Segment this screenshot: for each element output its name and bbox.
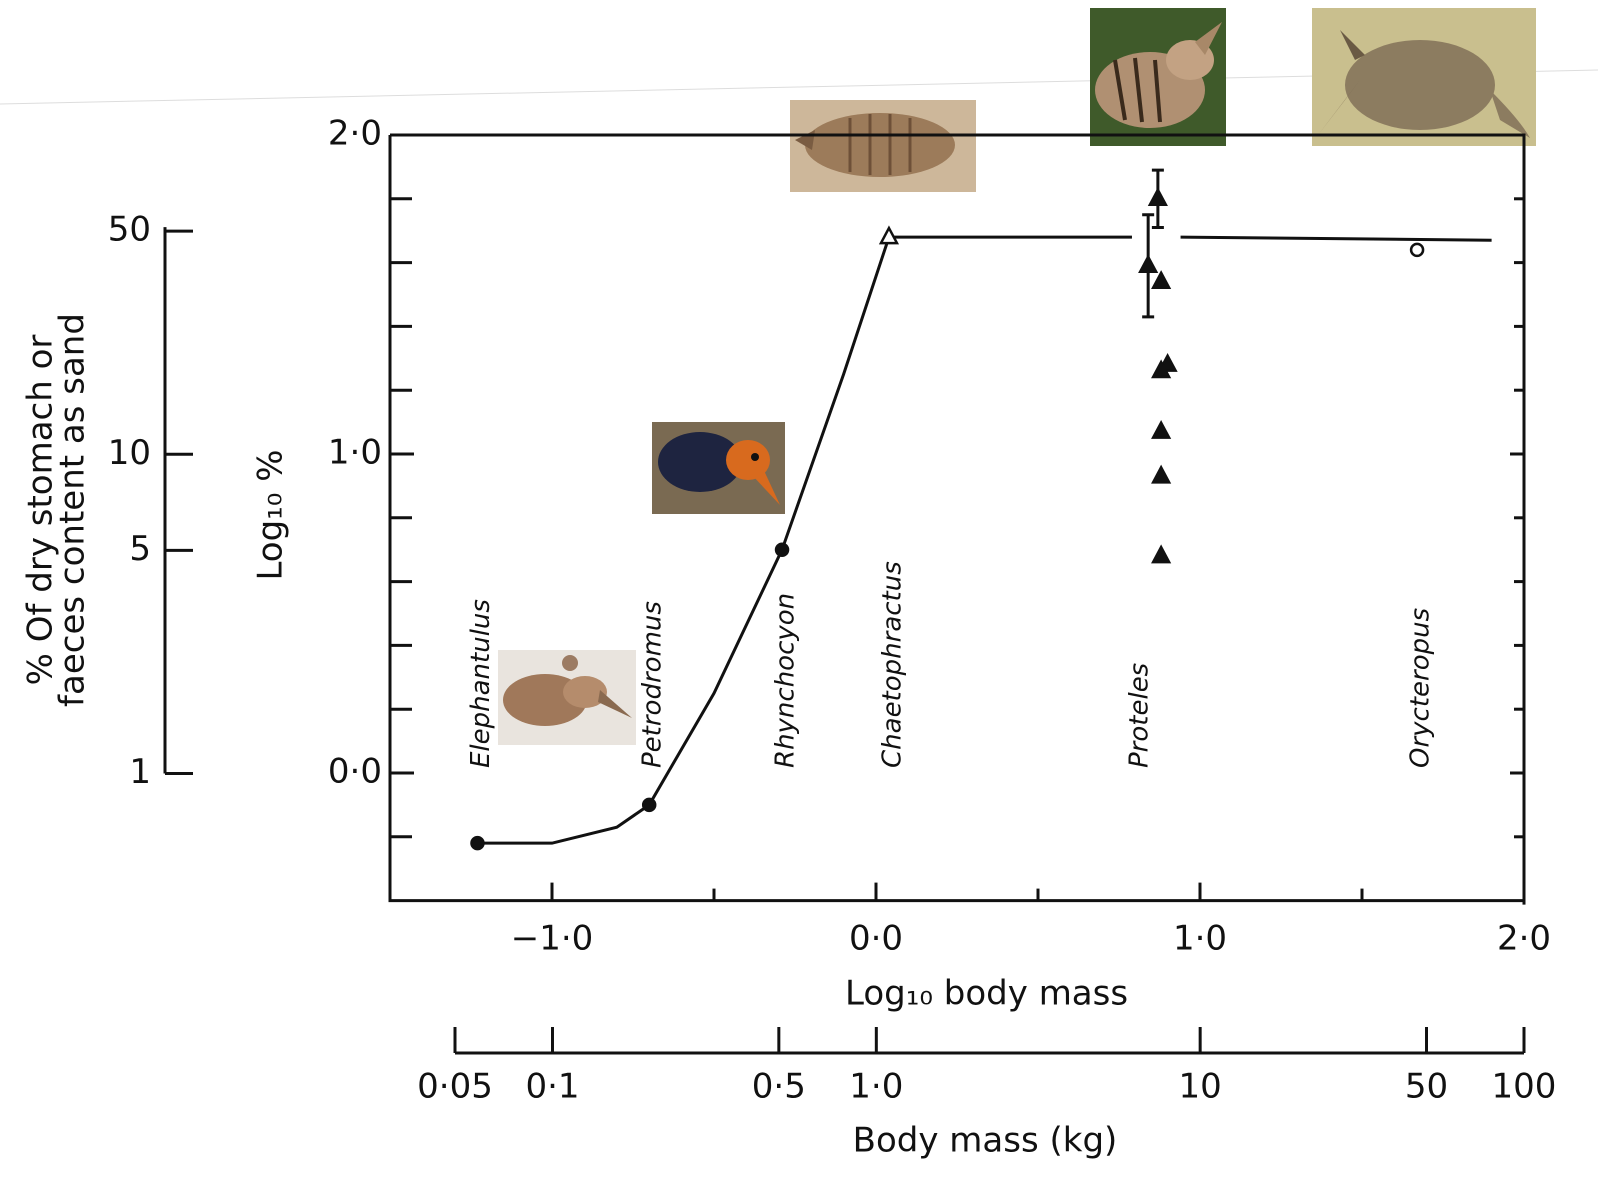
x-tick-label: 1·0 <box>1173 919 1227 959</box>
photo-rhynchocyon <box>652 422 785 514</box>
genus-label: Rhynchocyon <box>771 593 801 768</box>
x-tick-label: −1·0 <box>511 919 594 959</box>
point <box>1147 187 1168 207</box>
y2-tick-label: 1 <box>129 752 151 792</box>
x2-tick-label: 1·0 <box>849 1067 903 1107</box>
photo-armadillo <box>790 100 976 192</box>
y-axis-label: Log₁₀ % <box>251 449 291 580</box>
photo-aardvark <box>1312 8 1536 146</box>
point <box>1151 420 1172 439</box>
point <box>878 225 900 245</box>
point <box>1138 254 1159 274</box>
y-tick-label: 1·0 <box>328 433 382 473</box>
x-tick-label: 2·0 <box>1497 919 1551 959</box>
point <box>1151 270 1172 289</box>
x-axis-label: Log₁₀ body mass <box>845 974 1128 1014</box>
point <box>774 542 790 557</box>
photo-aardwolf <box>1090 8 1226 146</box>
genus-label: Chaetophractus <box>877 561 907 768</box>
x-tick-label: 0·0 <box>849 919 903 959</box>
plot-frame <box>388 133 1526 905</box>
x2-tick-label: 0·1 <box>525 1067 579 1107</box>
x2-tick-label: 50 <box>1405 1067 1448 1107</box>
x2-tick-label: 0·5 <box>752 1067 806 1107</box>
point <box>470 835 485 851</box>
point <box>1151 544 1172 564</box>
genus-label: Petrodromus <box>638 601 668 768</box>
photo-elephant-shrew <box>498 650 636 745</box>
y2-axis-label: % Of dry stomach or <box>21 335 61 686</box>
genus-label: Elephantulus <box>466 599 496 768</box>
photos <box>498 8 1536 745</box>
point <box>1151 359 1172 379</box>
x2-tick-label: 10 <box>1179 1067 1222 1107</box>
point <box>1151 464 1172 484</box>
fit-curve <box>1180 235 1492 242</box>
y2-tick-label: 50 <box>108 210 151 250</box>
fit-curve <box>477 235 1132 845</box>
x2-tick-label: 100 <box>1492 1067 1557 1107</box>
point <box>1409 242 1425 258</box>
y-tick-label: 2·0 <box>328 114 382 154</box>
y-tick-label: 0·0 <box>328 752 382 792</box>
x2-tick-label: 0·05 <box>417 1067 493 1107</box>
genus-label: Proteles <box>1125 663 1155 768</box>
y2-axis-label: faeces content as sand <box>53 313 93 707</box>
point <box>641 797 657 813</box>
genus-label: Orycteropus <box>1406 608 1436 768</box>
y2-tick-label: 10 <box>108 433 151 473</box>
x2-axis-label: Body mass (kg) <box>853 1121 1118 1161</box>
y2-tick-label: 5 <box>129 529 151 569</box>
